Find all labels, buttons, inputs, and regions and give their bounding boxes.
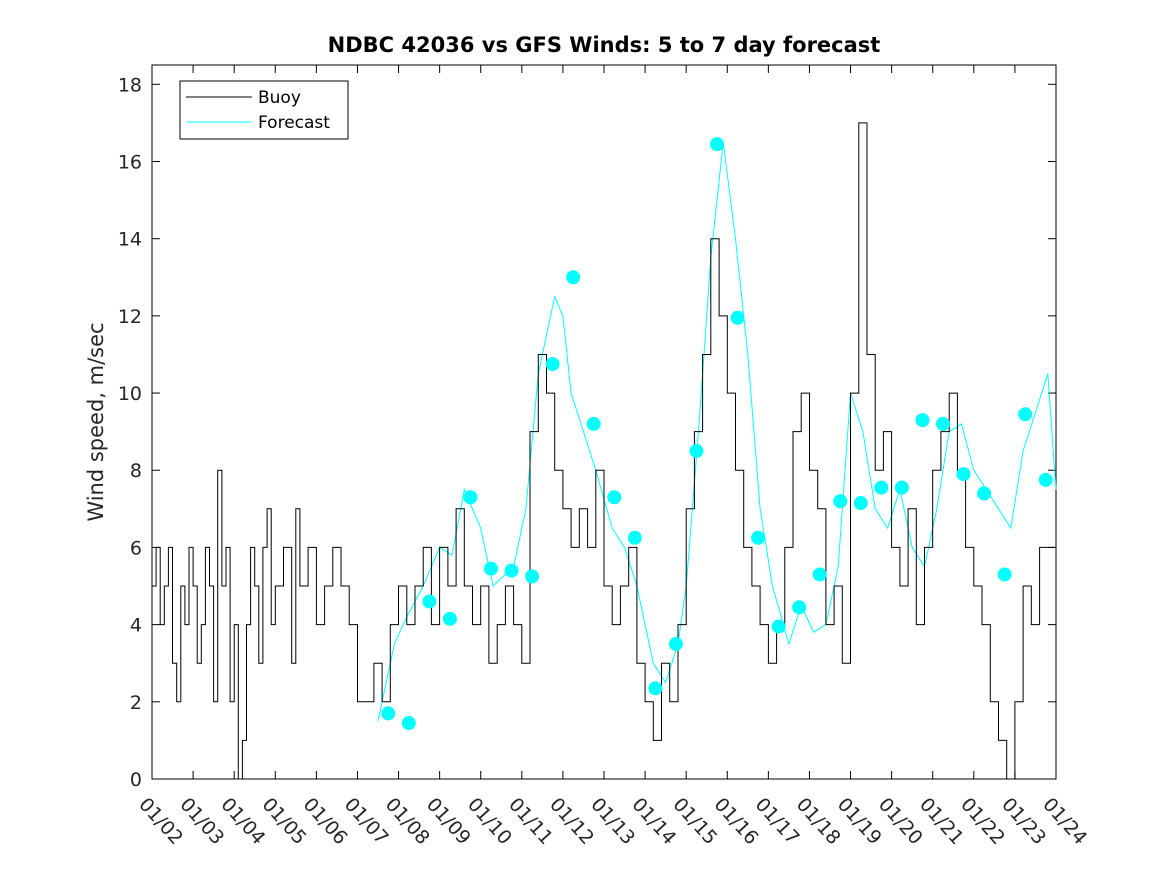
y-tick-label: 14 (118, 229, 142, 251)
forecast-point (422, 594, 437, 609)
chart-title: NDBC 42036 vs GFS Winds: 5 to 7 day fore… (328, 33, 881, 57)
forecast-point (607, 490, 622, 505)
x-tick-label: 01/02 (134, 794, 187, 849)
forecast-point (504, 563, 519, 578)
y-tick-label: 0 (130, 769, 142, 791)
x-tick-label: 01/20 (874, 794, 927, 849)
y-tick-label: 18 (118, 74, 142, 96)
x-tick-label: 01/16 (710, 794, 763, 849)
forecast-point (689, 443, 704, 458)
forecast-point (648, 681, 663, 696)
forecast-point (956, 467, 971, 482)
series-line-buoy (152, 122, 1057, 780)
forecast-point (997, 567, 1012, 582)
x-tick-label: 01/14 (627, 794, 680, 849)
y-tick-label: 12 (118, 306, 142, 328)
forecast-point (936, 416, 950, 431)
y-tick-label: 16 (118, 151, 142, 173)
forecast-point (730, 310, 745, 325)
x-tick-label: 01/24 (1038, 794, 1091, 849)
forecast-point (545, 357, 560, 372)
x-tick-label: 01/19 (833, 794, 886, 849)
forecast-points-layer (381, 137, 1053, 731)
forecast-point (710, 137, 724, 152)
plot-area (151, 64, 1057, 780)
x-tick-label: 01/08 (381, 794, 434, 849)
forecast-point (792, 600, 807, 615)
legend: Buoy Forecast (179, 80, 349, 140)
x-tick-label: 01/04 (216, 794, 269, 849)
legend-forecast-label: Forecast (258, 113, 330, 133)
forecast-point (1018, 407, 1033, 422)
x-tick-label: 01/13 (586, 794, 639, 849)
forecast-point (833, 494, 848, 509)
forecast-point (627, 530, 642, 545)
forecast-point (1038, 472, 1053, 487)
forecast-point (853, 496, 868, 511)
x-tick-label: 01/21 (915, 794, 968, 849)
x-tick-label: 01/23 (997, 794, 1050, 849)
forecast-point (668, 636, 683, 651)
series-line-forecast (377, 142, 1057, 722)
forecast-point (977, 486, 992, 501)
y-tick-label: 10 (118, 383, 142, 405)
forecast-point (812, 567, 827, 582)
x-tick-label: 01/06 (299, 794, 352, 849)
forecast-point (381, 706, 396, 721)
forecast-point (586, 416, 601, 431)
legend-box (179, 80, 349, 140)
x-tick-label: 01/07 (340, 794, 393, 849)
x-tick-label: 01/17 (751, 794, 804, 849)
forecast-point (442, 611, 457, 626)
x-tick-label: 01/05 (258, 794, 311, 849)
forecast-point (771, 619, 786, 634)
forecast-point (894, 480, 909, 495)
legend-buoy-label: Buoy (258, 88, 301, 108)
forecast-point (484, 561, 498, 576)
forecast-point (751, 530, 766, 545)
forecast-point (874, 480, 889, 495)
y-tick-label: 8 (130, 460, 142, 482)
forecast-point (401, 716, 416, 731)
forecast-point (463, 490, 478, 505)
y-tick-label: 2 (130, 692, 142, 714)
x-tick-label: 01/12 (545, 794, 598, 849)
x-tick-label: 01/11 (504, 794, 557, 849)
x-tick-label: 01/22 (956, 794, 1009, 849)
forecast-point (566, 270, 581, 285)
x-tick-label: 01/18 (792, 794, 845, 849)
x-tick-label: 01/03 (175, 794, 228, 849)
y-tick-label: 6 (130, 537, 142, 559)
y-axis-label: Wind speed, m/sec (84, 322, 108, 521)
y-tick-label: 4 (130, 615, 142, 637)
x-tick-label: 01/09 (422, 794, 475, 849)
forecast-point (915, 413, 930, 428)
x-tick-label: 01/15 (668, 794, 721, 849)
forecast-point (525, 569, 540, 584)
x-tick-label: 01/10 (463, 794, 516, 849)
series-layer (152, 122, 1057, 780)
